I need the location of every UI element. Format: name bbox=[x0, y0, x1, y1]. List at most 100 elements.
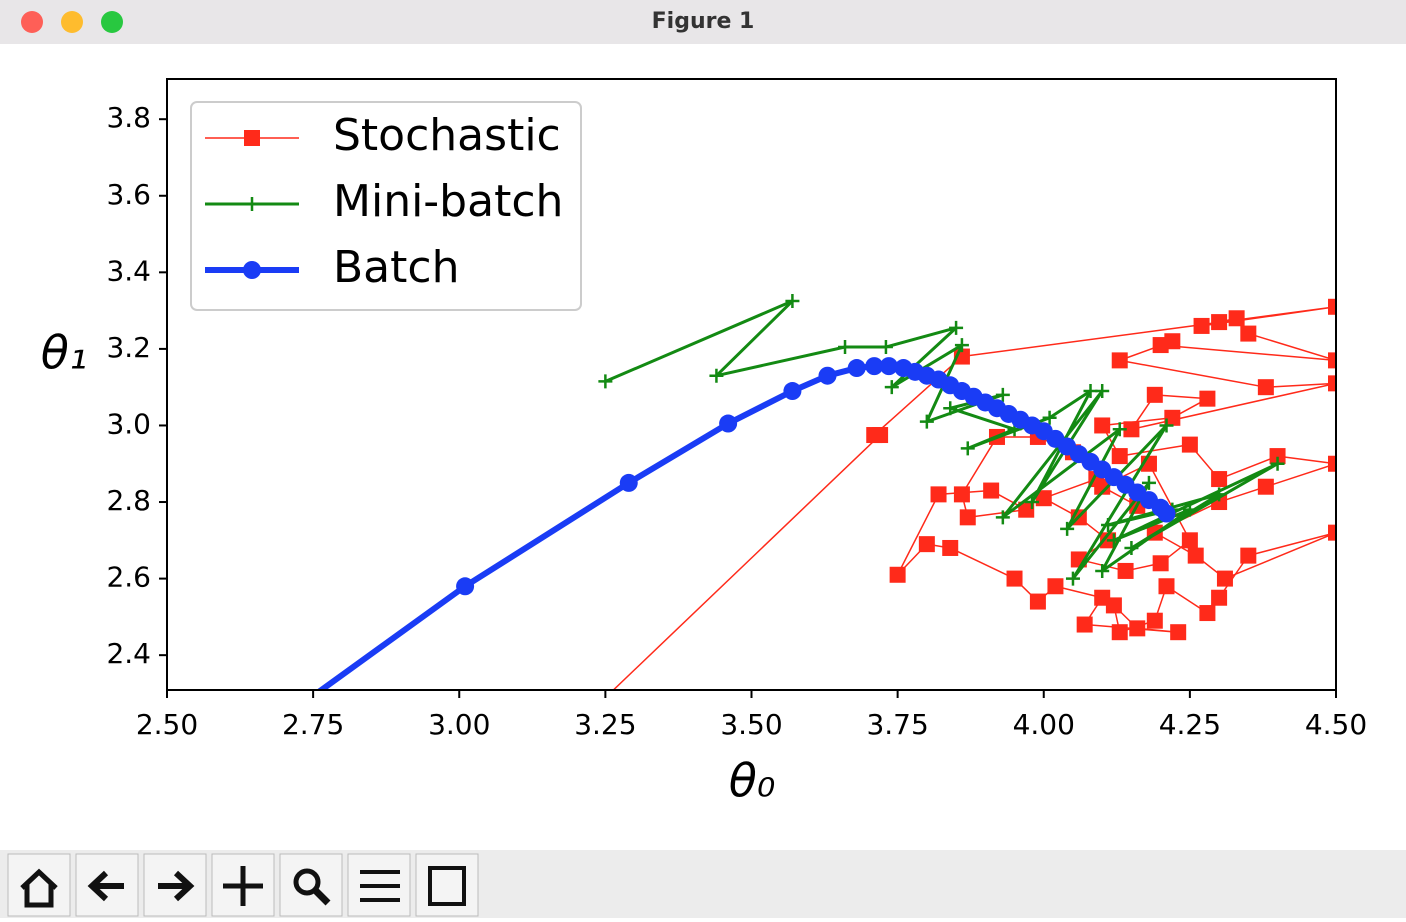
data-point bbox=[598, 374, 613, 389]
x-tick-label: 3.75 bbox=[866, 708, 928, 741]
data-point bbox=[1076, 616, 1093, 633]
configure-button[interactable] bbox=[347, 853, 411, 917]
data-point bbox=[1146, 612, 1163, 629]
data-point bbox=[1187, 547, 1204, 564]
data-point bbox=[1146, 386, 1163, 403]
x-tick-label: 2.75 bbox=[282, 708, 344, 741]
data-point bbox=[1047, 578, 1064, 595]
data-point bbox=[960, 441, 975, 456]
data-point bbox=[865, 357, 884, 376]
x-tick-label: 3.25 bbox=[574, 708, 636, 741]
data-point bbox=[1111, 448, 1128, 465]
home-button[interactable] bbox=[7, 853, 71, 917]
data-point bbox=[1141, 475, 1156, 490]
data-point bbox=[1257, 379, 1274, 396]
data-point bbox=[1181, 436, 1198, 453]
minimize-button[interactable] bbox=[61, 11, 83, 33]
x-tick-label: 2.50 bbox=[136, 708, 198, 741]
data-point bbox=[943, 401, 958, 416]
legend-label: Batch bbox=[333, 242, 459, 293]
data-point bbox=[1193, 317, 1210, 334]
data-point bbox=[1270, 456, 1285, 471]
data-point bbox=[510, 773, 526, 789]
x-tick-label: 4.50 bbox=[1305, 708, 1367, 741]
data-point bbox=[1328, 455, 1336, 472]
data-point bbox=[1199, 390, 1216, 407]
data-point bbox=[1095, 563, 1110, 578]
zoom-tool-button[interactable] bbox=[279, 853, 343, 917]
data-point bbox=[1199, 605, 1216, 622]
save-button[interactable] bbox=[415, 853, 479, 917]
data-point bbox=[1240, 325, 1257, 342]
y-tick-label: 3.6 bbox=[106, 178, 151, 211]
y-tick-label: 3.0 bbox=[106, 407, 151, 440]
data-point bbox=[1025, 495, 1040, 510]
data-point bbox=[1181, 532, 1198, 549]
data-point bbox=[456, 577, 475, 596]
data-point bbox=[995, 387, 1010, 402]
x-axis-label: θ₀ bbox=[729, 754, 776, 808]
data-point bbox=[709, 368, 724, 383]
data-point bbox=[1094, 417, 1111, 434]
data-point bbox=[1029, 593, 1046, 610]
title-bar bbox=[0, 0, 1406, 44]
data-point bbox=[1159, 418, 1174, 433]
toolbar bbox=[0, 850, 1406, 918]
data-point bbox=[1112, 422, 1127, 437]
data-point bbox=[1164, 409, 1181, 426]
data-point bbox=[954, 338, 969, 353]
close-button[interactable] bbox=[21, 11, 43, 33]
data-point bbox=[1117, 562, 1134, 579]
data-point bbox=[1018, 501, 1035, 518]
back-button[interactable] bbox=[75, 853, 139, 917]
data-point bbox=[1257, 478, 1274, 495]
data-point bbox=[1328, 352, 1336, 369]
data-point bbox=[1211, 471, 1228, 488]
x-tick-label: 4.00 bbox=[1013, 708, 1075, 741]
data-point bbox=[949, 320, 964, 335]
legend-marker bbox=[245, 197, 259, 211]
data-point bbox=[1083, 384, 1098, 399]
legend-marker bbox=[243, 261, 261, 279]
zoom-button[interactable] bbox=[101, 11, 123, 33]
x-tick-label: 3.50 bbox=[720, 708, 782, 741]
data-point bbox=[1164, 333, 1181, 350]
data-point bbox=[1152, 555, 1169, 572]
data-point bbox=[1094, 478, 1111, 495]
data-point bbox=[942, 539, 959, 556]
data-point bbox=[1211, 589, 1228, 606]
data-point bbox=[1212, 487, 1227, 502]
data-point bbox=[847, 359, 866, 378]
data-point bbox=[1106, 533, 1121, 548]
data-point bbox=[879, 357, 898, 376]
x-tick-label: 3.00 bbox=[428, 708, 490, 741]
data-point bbox=[959, 509, 976, 526]
data-point bbox=[1006, 570, 1023, 587]
y-tick-label: 2.6 bbox=[106, 561, 151, 594]
legend-label: Stochastic bbox=[333, 110, 561, 161]
data-point bbox=[1060, 521, 1075, 536]
y-axis-label: θ₁ bbox=[41, 326, 88, 380]
pan-button[interactable] bbox=[211, 853, 275, 917]
data-point bbox=[1211, 314, 1228, 331]
legend-label: Mini-batch bbox=[333, 176, 563, 227]
forward-button[interactable] bbox=[143, 853, 207, 917]
data-point bbox=[1124, 540, 1139, 555]
data-point bbox=[619, 473, 638, 492]
legend-box bbox=[190, 101, 582, 311]
data-point bbox=[1094, 589, 1111, 606]
data-point bbox=[884, 380, 899, 395]
plot-area bbox=[316, 294, 1336, 789]
data-point bbox=[1269, 448, 1286, 465]
y-tick-label: 2.4 bbox=[106, 637, 151, 670]
data-point bbox=[918, 536, 935, 553]
data-point bbox=[953, 486, 970, 503]
data-point bbox=[1328, 298, 1336, 315]
toolbar-buttons bbox=[7, 853, 479, 917]
data-point bbox=[1170, 624, 1187, 641]
data-point bbox=[1111, 624, 1128, 641]
data-point bbox=[889, 566, 906, 583]
data-point bbox=[995, 510, 1010, 525]
data-point bbox=[1240, 547, 1257, 564]
